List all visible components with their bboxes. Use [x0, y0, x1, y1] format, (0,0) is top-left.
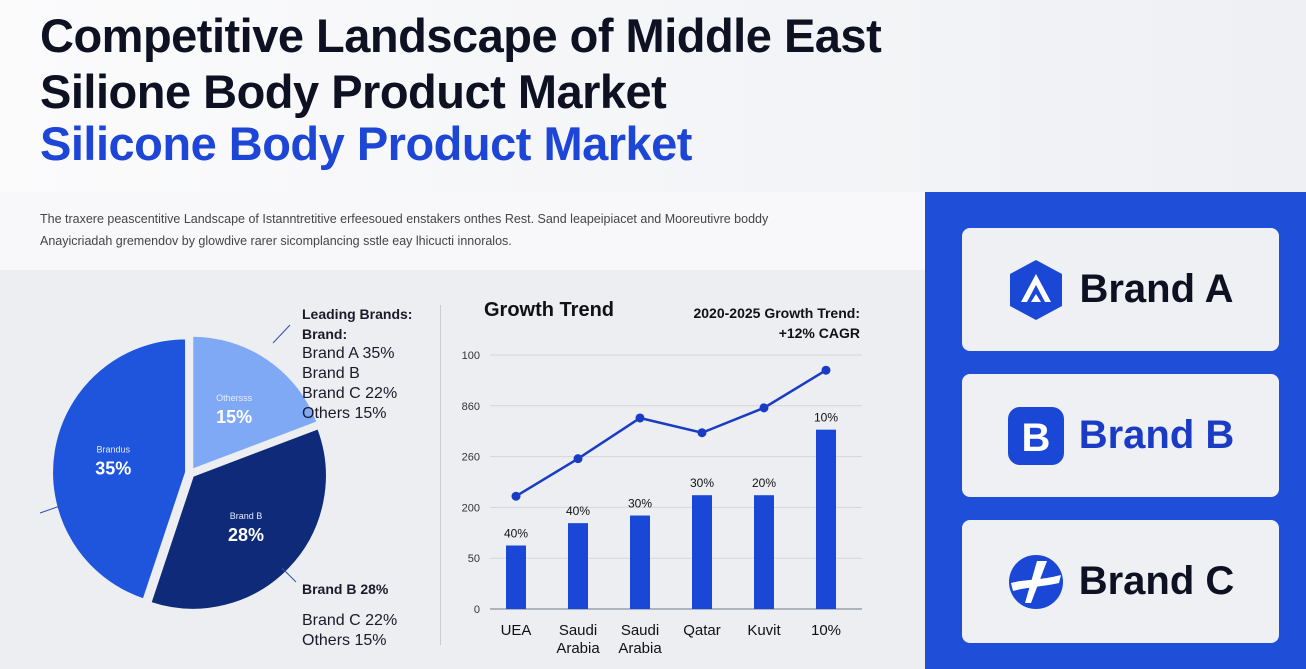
legend-item: Brand C 22% — [302, 612, 398, 629]
description-line-1: The traxere peascentitive Landscape of I… — [40, 212, 769, 226]
growth-chart: Growth Trend 2020-2025 Growth Trend: +12… — [462, 299, 862, 657]
bar-label: 40% — [504, 527, 528, 541]
x-tick-label: 10% — [811, 622, 841, 639]
brand-card-b[interactable]: B Brand B — [962, 374, 1279, 497]
x-tick-label: Saudi — [621, 622, 659, 639]
slice-value: 15% — [216, 407, 252, 427]
trend-line — [515, 369, 827, 498]
description-line-2: Anayicriadah gremendov by glowdive rarer… — [40, 234, 512, 248]
hexagon-a-icon — [1010, 259, 1063, 320]
divider — [440, 305, 441, 645]
brand-name: Brand A — [1079, 267, 1234, 311]
y-tick-label: 100 — [462, 350, 480, 362]
x-tick-label: UEA — [501, 622, 532, 639]
slice-label: Brandus — [97, 445, 131, 455]
bar — [568, 523, 588, 609]
pie-slice — [149, 426, 328, 611]
bar — [816, 429, 836, 609]
x-tick-label: Saudi — [559, 622, 597, 639]
leader-line — [281, 567, 297, 583]
bar — [754, 495, 774, 609]
legend-heading: Leading Brands: — [302, 306, 413, 322]
y-tick-label: 0 — [474, 604, 480, 616]
chart-title: Growth Trend — [484, 299, 614, 321]
x-tick-label: Qatar — [683, 622, 721, 639]
bar-label: 30% — [628, 497, 652, 511]
brand-card-a[interactable]: Brand A — [962, 228, 1279, 351]
chart-subtitle-2: +12% CAGR — [779, 325, 860, 341]
slice-label: Othersss — [216, 393, 253, 403]
legend-subheading: Brand: — [302, 326, 348, 342]
legend-item: Brand B — [302, 365, 360, 382]
y-tick-label: 860 — [462, 401, 480, 413]
brand-name: Brand C — [1078, 559, 1235, 603]
x-tick-label: Kuvit — [747, 622, 781, 639]
brand-card-c[interactable]: Brand C — [962, 520, 1279, 643]
slice-label: Brand B — [230, 511, 263, 521]
legend-item: Others 15% — [302, 632, 387, 649]
bar-label: 20% — [752, 476, 776, 490]
title: Competitive Landscape of Middle East Sili… — [40, 8, 882, 120]
bar — [506, 545, 526, 609]
title-line-1: Competitive Landscape of Middle East — [40, 9, 882, 62]
brands-panel: Brand A B Brand B Brand C — [925, 192, 1306, 669]
trend-point — [511, 491, 521, 501]
leader-line — [272, 324, 291, 344]
legend-item: Others 15% — [302, 405, 387, 422]
bar-label: 40% — [566, 504, 590, 518]
bar-label: 10% — [814, 411, 838, 425]
chart-subtitle-1: 2020-2025 Growth Trend: — [693, 305, 860, 321]
x-tick-label: Arabia — [556, 640, 600, 657]
header: Competitive Landscape of Middle East Sili… — [0, 0, 1306, 192]
swoosh-circle-icon — [1008, 554, 1063, 609]
trend-point — [635, 413, 645, 423]
brand-name: Brand B — [1078, 413, 1235, 457]
title-line-2: Silione Body Product Market — [40, 65, 667, 118]
bar-label: 30% — [690, 476, 714, 490]
subtitle: Silicone Body Product Market — [40, 117, 692, 170]
pie-slice — [191, 334, 319, 472]
legend-item: Brand C 22% — [302, 385, 398, 402]
pie-slice — [51, 337, 188, 601]
x-tick-label: Arabia — [618, 640, 662, 657]
svg-text:B: B — [1021, 416, 1050, 460]
bar — [692, 495, 712, 609]
pie-callouts: Brand B 28% Brand C 22% Others 15% — [302, 579, 397, 651]
legend-item: Brand A 35% — [302, 345, 395, 362]
pie-legend: Leading Brands: Brand: Brand A 35% Brand… — [302, 304, 412, 424]
trend-point — [697, 428, 707, 438]
y-tick-label: 50 — [468, 553, 480, 565]
y-tick-label: 200 — [462, 502, 480, 514]
leader-line — [39, 505, 61, 514]
bar — [630, 515, 650, 609]
trend-point — [573, 454, 583, 464]
slice-value: 35% — [95, 459, 131, 479]
pie-chart: Othersss 15% Brand B 28% Brandus 35% — [39, 324, 328, 611]
trend-point — [821, 365, 831, 375]
callout-brand-b: Brand B 28% — [302, 581, 389, 597]
trend-point — [759, 403, 769, 413]
slice-value: 28% — [228, 525, 264, 545]
square-b-icon: B — [1007, 406, 1064, 465]
y-tick-label: 260 — [462, 452, 480, 464]
description: The traxere peascentitive Landscape of I… — [0, 192, 925, 270]
